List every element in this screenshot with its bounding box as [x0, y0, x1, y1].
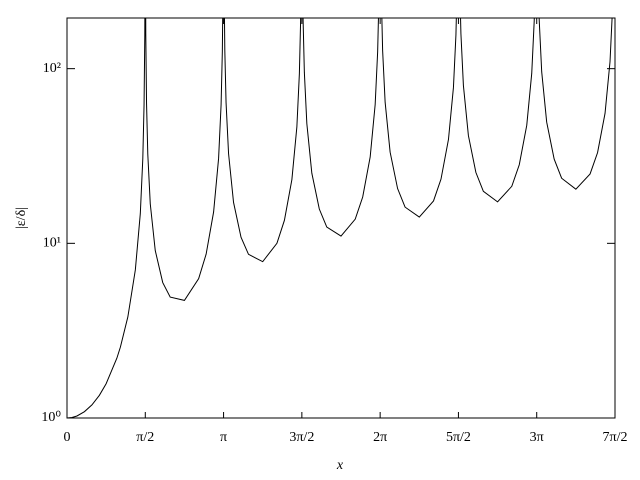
y-axis-label: |ε/δ|: [14, 207, 29, 229]
plot-frame: [66, 17, 616, 419]
x-tick-label: 3π: [530, 430, 544, 445]
x-tick-label: 2π: [373, 430, 387, 445]
y-tick-label: 10²: [43, 61, 61, 76]
x-tick-label: π/2: [136, 430, 154, 445]
data-line: [67, 18, 613, 418]
x-tick-label: 3π/2: [289, 430, 314, 445]
x-tick-label: 0: [64, 430, 71, 445]
y-tick-label: 10¹: [43, 236, 61, 251]
x-axis-label: x: [336, 458, 344, 473]
x-tick-label: π: [220, 430, 227, 445]
x-tick-label: 5π/2: [446, 430, 471, 445]
y-tick-label: 10⁰: [41, 410, 61, 425]
x-tick-label: 7π/2: [603, 430, 628, 445]
